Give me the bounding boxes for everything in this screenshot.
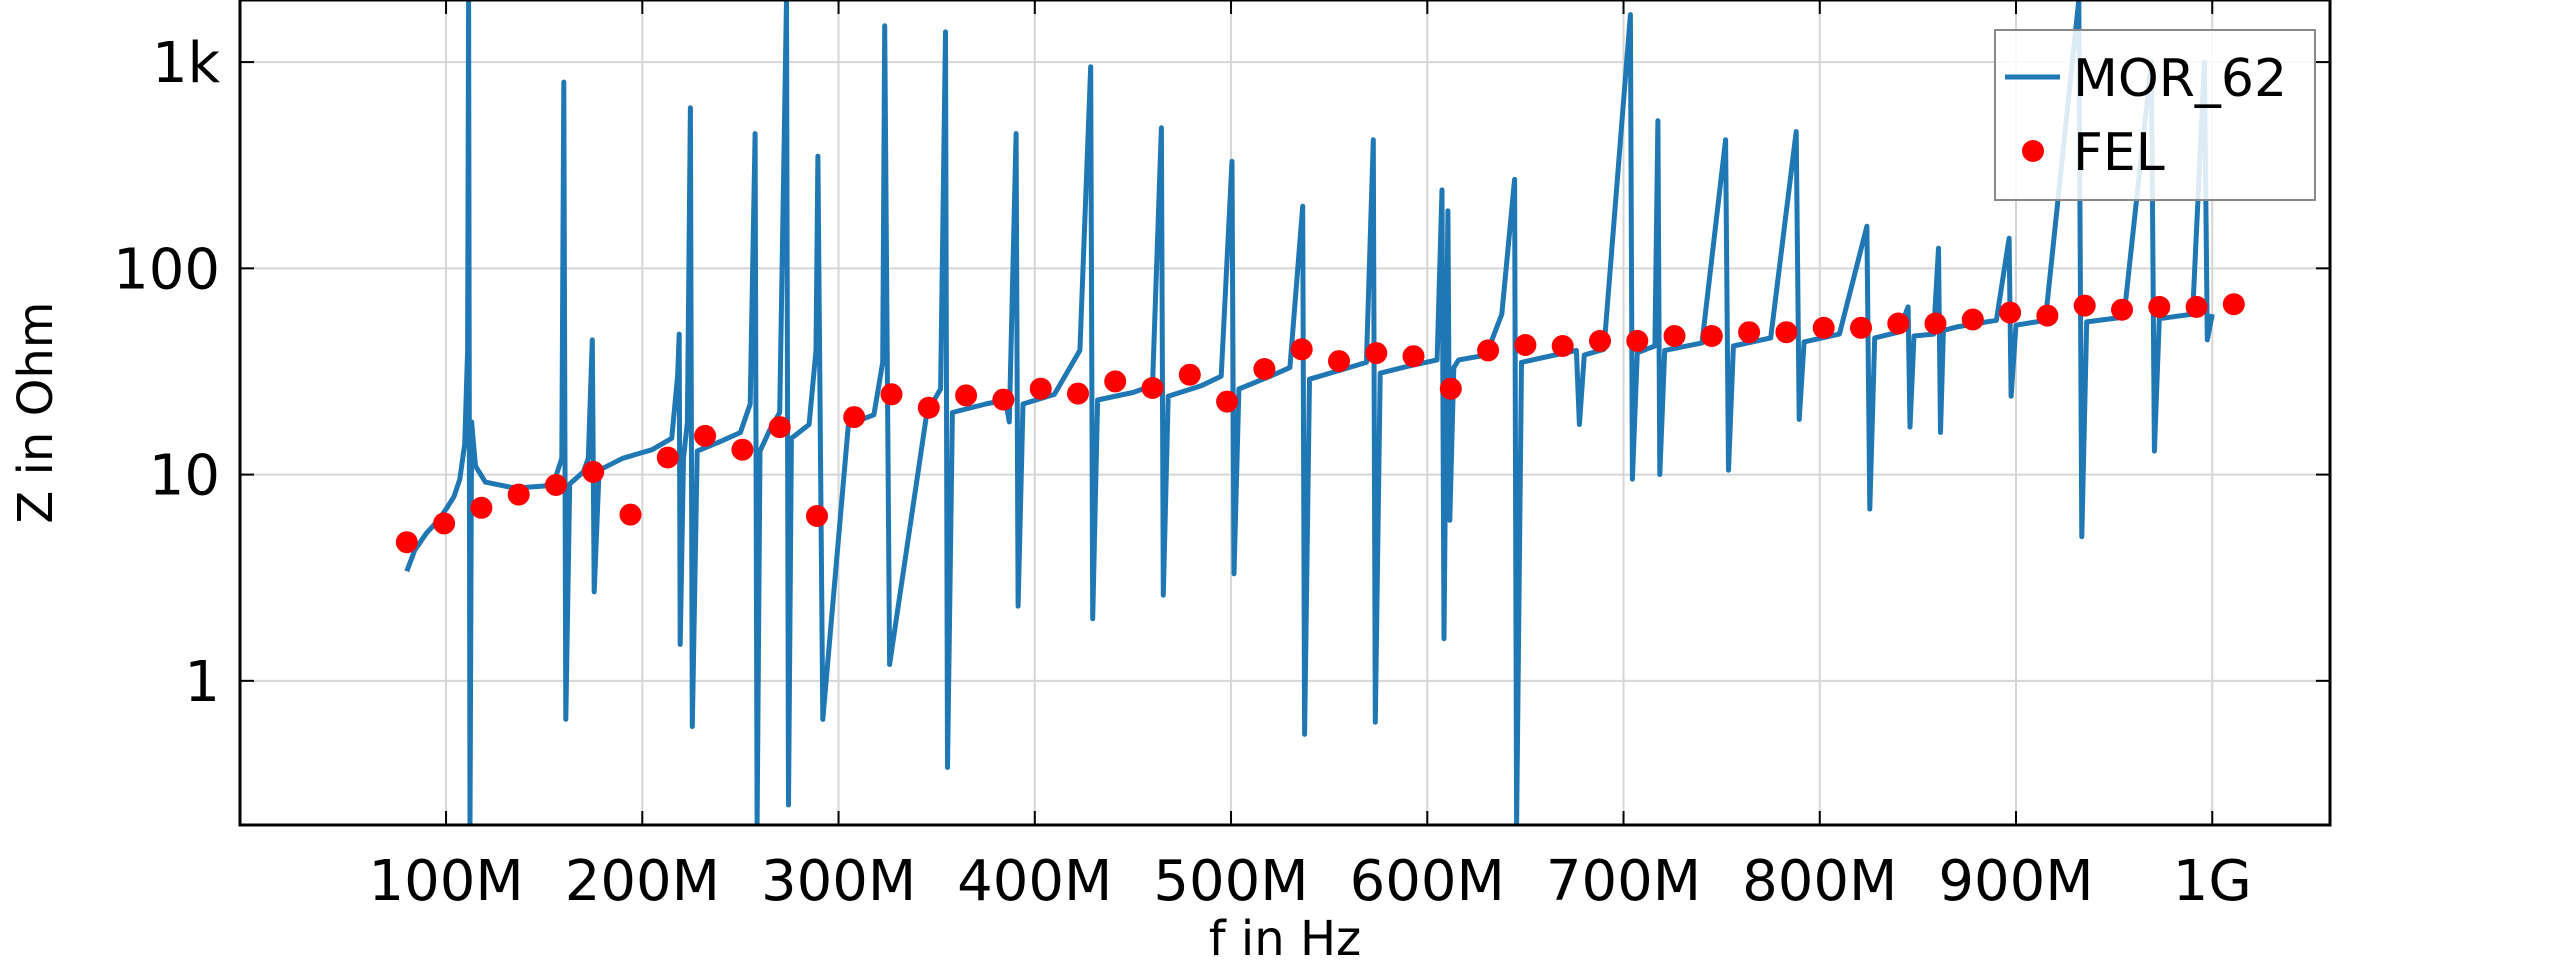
- fel-point: [1626, 329, 1649, 352]
- fel-point: [1999, 301, 2022, 324]
- fel-point: [2111, 298, 2133, 321]
- fel-point: [1850, 316, 1872, 339]
- fel-point: [1104, 370, 1127, 393]
- fel-point: [1178, 363, 1201, 386]
- x-tick-label: 1G: [2173, 849, 2252, 914]
- fel-point: [1700, 325, 1723, 347]
- fel-point: [433, 512, 456, 535]
- fel-point: [656, 446, 679, 469]
- fel-point: [806, 505, 828, 527]
- fel-point: [1290, 338, 1313, 361]
- fel-point: [1961, 308, 1984, 331]
- fel-point: [955, 384, 978, 407]
- fel-point: [545, 474, 567, 496]
- fel-point: [1924, 312, 1947, 335]
- fel-point: [582, 460, 605, 483]
- fel-point: [1514, 334, 1537, 356]
- y-axis-label: Z in Ohm: [8, 301, 64, 523]
- legend: MOR_62 FEL: [1994, 29, 2316, 201]
- fel-point: [1887, 312, 1910, 335]
- fel-point: [2222, 293, 2245, 316]
- fel-point: [395, 531, 418, 554]
- plot-area: [395, 0, 2245, 825]
- x-tick-label: 500M: [1153, 849, 1308, 914]
- x-tick-label: 900M: [1938, 849, 2093, 914]
- fel-point: [843, 406, 866, 429]
- fel-point: [1141, 377, 1164, 399]
- fel-point: [507, 483, 530, 506]
- fel-point: [1067, 382, 1089, 405]
- x-tick-label: 600M: [1350, 849, 1505, 914]
- fel-point: [917, 396, 940, 419]
- x-axis-label: f in Hz: [1209, 911, 1361, 960]
- fel-point: [768, 416, 791, 439]
- fel-point: [1253, 358, 1276, 380]
- series-mor62-line: [404, 0, 2215, 825]
- legend-box: [1994, 29, 2316, 201]
- axes: 100M 200M 300M 400M 500M 600M 700M 800M 900M 1G 1 1…: [113, 0, 2330, 914]
- fel-point: [992, 388, 1015, 411]
- fel-point: [2148, 295, 2171, 318]
- y-tick-label: 1k: [152, 31, 221, 96]
- x-tick-label: 200M: [565, 849, 720, 914]
- fel-point: [2185, 295, 2208, 318]
- x-tick-label: 100M: [368, 849, 523, 914]
- x-tick-label: 400M: [957, 849, 1112, 914]
- fel-point: [470, 496, 493, 519]
- x-tick-label: 700M: [1546, 849, 1701, 914]
- legend-label-mor62: MOR_62: [2073, 49, 2287, 109]
- y-tick-label: 100: [113, 237, 220, 302]
- fel-point: [619, 503, 642, 526]
- fel-point: [1775, 321, 1798, 344]
- fel-point: [1216, 390, 1239, 413]
- fel-point: [2036, 304, 2059, 327]
- fel-point: [1477, 339, 1500, 362]
- fel-point: [1365, 342, 1388, 365]
- plot-frame: [238, 0, 2332, 827]
- legend-swatch-fel: [2022, 140, 2044, 162]
- y-tick-label: 10: [149, 444, 220, 509]
- fel-point: [1812, 316, 1835, 339]
- fel-point: [694, 424, 717, 447]
- x-tick-label: 300M: [761, 849, 916, 914]
- legend-label-fel: FEL: [2073, 123, 2165, 183]
- fel-point: [1029, 377, 1052, 400]
- fel-point: [731, 438, 754, 461]
- fel-point: [1738, 321, 1761, 344]
- fel-point: [1402, 345, 1425, 368]
- y-tick-label: 1: [184, 650, 220, 715]
- fel-point: [1439, 377, 1462, 400]
- fel-point: [2073, 294, 2096, 317]
- fel-point: [1328, 350, 1350, 373]
- fel-point: [880, 383, 903, 406]
- x-tick-label: 800M: [1742, 849, 1897, 914]
- fel-point: [1663, 325, 1686, 347]
- fel-point: [1551, 335, 1574, 357]
- fel-point: [1589, 329, 1611, 352]
